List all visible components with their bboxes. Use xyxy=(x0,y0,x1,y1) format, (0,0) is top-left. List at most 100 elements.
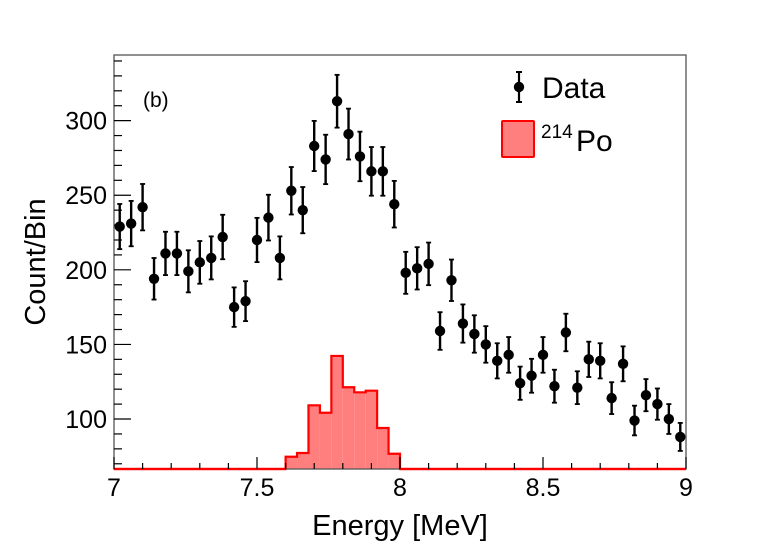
data-point xyxy=(537,336,549,374)
data-marker xyxy=(629,415,640,426)
data-point xyxy=(183,249,194,294)
data-point xyxy=(240,280,251,323)
data-point xyxy=(125,200,137,248)
legend-entry-data: Data xyxy=(513,71,606,105)
data-marker xyxy=(251,234,263,246)
data-marker xyxy=(572,382,583,393)
data-point xyxy=(286,166,297,216)
data-point xyxy=(675,422,686,452)
data-marker xyxy=(503,349,514,361)
data-marker xyxy=(114,221,125,232)
data-marker xyxy=(595,355,606,367)
data-point xyxy=(652,387,663,421)
x-tick-label: 7.5 xyxy=(240,474,275,502)
data-marker xyxy=(240,295,251,307)
data-marker xyxy=(411,263,423,274)
data-marker xyxy=(560,327,572,338)
data-point xyxy=(114,203,125,251)
data-point xyxy=(526,357,537,394)
data-marker xyxy=(183,266,194,277)
histogram-bar xyxy=(354,392,366,469)
y-tick-label: 200 xyxy=(65,257,107,285)
histogram-bar xyxy=(308,405,320,469)
y-tick-labels: 100 150 200 250 300 xyxy=(65,108,107,434)
data-point xyxy=(194,240,205,285)
data-point xyxy=(251,216,263,264)
data-marker xyxy=(663,413,675,425)
data-marker xyxy=(492,355,503,367)
y-tick-label: 150 xyxy=(65,331,107,359)
data-point xyxy=(377,146,389,197)
data-marker xyxy=(194,257,205,268)
data-points xyxy=(114,73,686,452)
data-point xyxy=(549,368,560,404)
data-marker xyxy=(297,204,308,216)
data-marker xyxy=(171,248,183,259)
legend-data-marker xyxy=(513,81,525,93)
data-marker xyxy=(217,231,228,243)
data-point xyxy=(434,311,446,351)
data-point xyxy=(343,107,354,161)
data-marker xyxy=(514,378,526,389)
data-point xyxy=(480,325,491,364)
data-marker xyxy=(274,252,286,264)
data-point xyxy=(640,378,652,413)
histogram-outline xyxy=(114,354,686,471)
data-point xyxy=(206,235,217,281)
data-marker xyxy=(617,358,629,370)
data-point xyxy=(572,370,583,406)
data-marker xyxy=(480,339,491,350)
x-tick-label: 8.5 xyxy=(526,474,561,502)
histogram-bar xyxy=(285,456,298,469)
y-tick-label: 100 xyxy=(65,406,107,434)
po214-histogram xyxy=(114,354,686,471)
data-point xyxy=(263,193,274,242)
panel-label: (b) xyxy=(143,89,169,112)
data-point xyxy=(663,403,675,435)
data-marker xyxy=(640,389,652,401)
data-point xyxy=(171,230,183,276)
data-point xyxy=(217,213,228,261)
data-point xyxy=(583,340,594,378)
data-marker xyxy=(366,166,377,177)
data-marker xyxy=(377,166,389,177)
data-marker xyxy=(606,392,617,404)
legend-po214-superscript: 214 xyxy=(541,122,573,143)
x-tick-label: 7 xyxy=(107,474,121,502)
data-point xyxy=(320,133,331,186)
data-marker xyxy=(137,201,148,213)
data-point xyxy=(423,241,434,287)
histogram-bar xyxy=(377,427,389,469)
data-marker xyxy=(228,301,240,313)
histogram-bar xyxy=(388,453,400,469)
data-point xyxy=(560,312,572,353)
data-marker xyxy=(263,212,274,223)
data-point xyxy=(617,345,629,383)
data-point xyxy=(595,342,606,380)
histogram-bar xyxy=(319,412,332,469)
data-marker xyxy=(652,398,663,410)
data-marker xyxy=(389,198,400,210)
x-tick-label: 9 xyxy=(679,474,693,502)
data-marker xyxy=(206,252,217,264)
legend-po214-swatch xyxy=(501,120,535,158)
data-point xyxy=(457,303,469,344)
legend-po214-label: Po xyxy=(576,125,613,158)
data-point xyxy=(148,257,160,301)
data-marker xyxy=(446,275,457,286)
histogram-bar xyxy=(365,390,378,469)
data-marker xyxy=(434,325,446,337)
data-marker xyxy=(400,267,411,279)
data-point xyxy=(366,146,377,197)
x-axis-title: Energy [MeV] xyxy=(312,510,488,542)
data-point xyxy=(411,246,423,291)
data-marker xyxy=(549,381,560,392)
data-marker xyxy=(537,349,549,361)
data-point xyxy=(469,314,480,354)
y-tick-label: 250 xyxy=(65,182,107,210)
data-point xyxy=(606,381,617,415)
data-point xyxy=(274,235,286,281)
y-tick-label: 300 xyxy=(65,108,107,136)
legend-data-label: Data xyxy=(542,72,606,105)
